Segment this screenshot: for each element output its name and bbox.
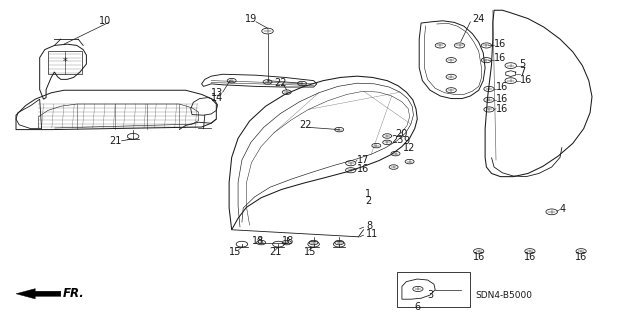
Text: 9: 9 xyxy=(403,136,410,146)
Text: 13: 13 xyxy=(211,88,223,98)
Text: 6: 6 xyxy=(415,301,421,312)
Text: 16: 16 xyxy=(494,39,506,49)
Polygon shape xyxy=(16,289,61,299)
Text: 23: 23 xyxy=(392,135,404,145)
Text: 4: 4 xyxy=(560,204,566,214)
Text: 16: 16 xyxy=(575,252,588,262)
Text: 21: 21 xyxy=(109,136,121,147)
Text: 2: 2 xyxy=(365,196,371,206)
Text: 16: 16 xyxy=(494,53,506,63)
Text: 18: 18 xyxy=(252,236,264,246)
Text: 20: 20 xyxy=(396,129,408,139)
Text: 21: 21 xyxy=(269,247,281,257)
Text: 16: 16 xyxy=(357,164,369,174)
Text: 7: 7 xyxy=(520,67,526,77)
Text: 16: 16 xyxy=(496,82,508,92)
Text: 11: 11 xyxy=(366,229,378,239)
Text: 15: 15 xyxy=(304,247,316,257)
Text: 12: 12 xyxy=(403,143,415,153)
Text: 16: 16 xyxy=(524,252,536,262)
Text: 16: 16 xyxy=(472,252,485,262)
Text: 3: 3 xyxy=(428,290,434,300)
Text: 8: 8 xyxy=(366,220,372,231)
Text: 5: 5 xyxy=(520,59,526,69)
FancyBboxPatch shape xyxy=(397,272,470,307)
Text: 15: 15 xyxy=(229,247,241,257)
Text: 19: 19 xyxy=(244,14,257,24)
Text: 16: 16 xyxy=(496,104,508,114)
Text: 17: 17 xyxy=(357,155,369,165)
Text: 22: 22 xyxy=(274,78,287,88)
Text: 1: 1 xyxy=(365,188,371,199)
Text: 16: 16 xyxy=(520,75,532,85)
Text: 22: 22 xyxy=(300,120,312,131)
Text: SDN4-B5000: SDN4-B5000 xyxy=(475,292,532,300)
Text: 14: 14 xyxy=(211,92,223,103)
Text: FR.: FR. xyxy=(63,287,84,300)
Text: *: * xyxy=(62,57,67,68)
Text: 24: 24 xyxy=(472,14,484,24)
Text: 16: 16 xyxy=(496,93,508,104)
Text: 18: 18 xyxy=(282,236,294,246)
Text: 10: 10 xyxy=(99,16,111,26)
